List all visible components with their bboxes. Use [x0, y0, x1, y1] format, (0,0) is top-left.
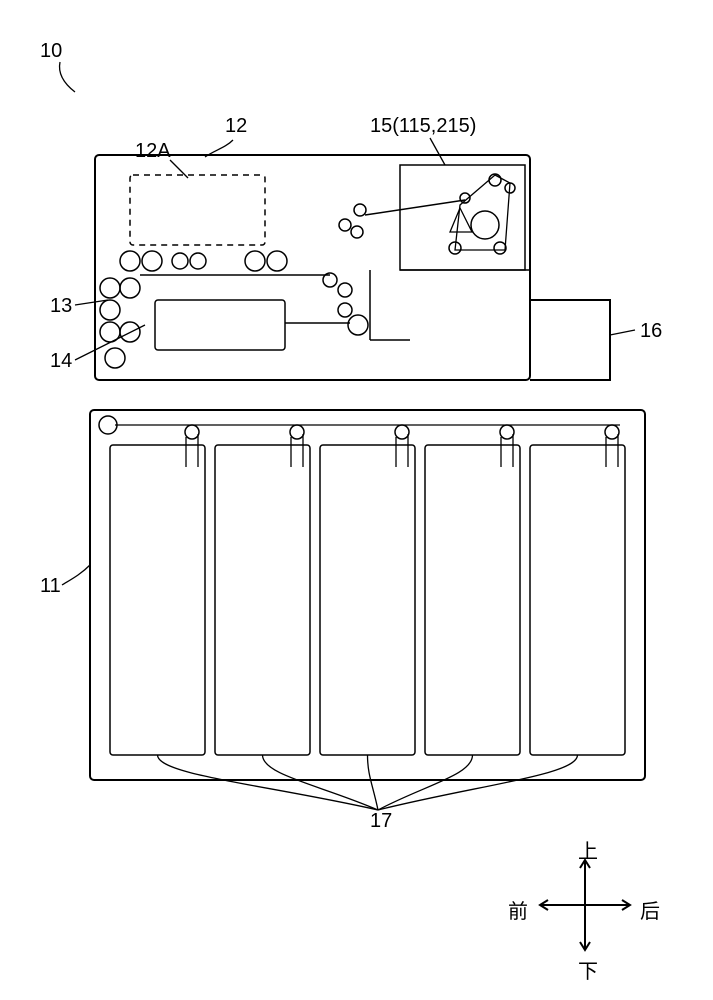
label-10: 10	[40, 40, 62, 63]
label-12A: 12A	[135, 140, 171, 163]
compass-up: 上	[578, 835, 598, 864]
compass-right: 后	[640, 895, 660, 924]
label-11: 11	[40, 575, 61, 598]
label-17: 17	[370, 810, 392, 833]
compass-down: 下	[578, 955, 598, 984]
diagram-canvas: 10 12 12A 15(115,215) 13 14 16 11 17 上 下…	[0, 0, 713, 1000]
schematic-svg	[0, 0, 713, 1000]
label-12: 12	[225, 115, 247, 138]
label-16: 16	[640, 320, 662, 343]
label-14: 14	[50, 350, 72, 373]
label-15: 15(115,215)	[370, 115, 476, 138]
label-13: 13	[50, 295, 72, 318]
compass-left: 前	[508, 895, 528, 924]
